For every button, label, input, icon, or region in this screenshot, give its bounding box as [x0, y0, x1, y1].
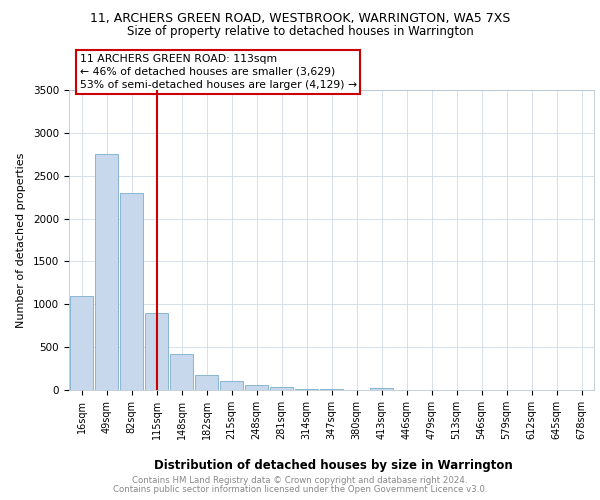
- Bar: [370, 388, 393, 390]
- Bar: [120, 193, 143, 390]
- Y-axis label: Number of detached properties: Number of detached properties: [16, 152, 26, 328]
- Bar: [195, 375, 218, 390]
- Bar: [270, 388, 293, 390]
- Text: Contains public sector information licensed under the Open Government Licence v3: Contains public sector information licen…: [113, 485, 487, 494]
- Bar: [70, 296, 93, 390]
- Bar: [95, 154, 118, 390]
- Text: Size of property relative to detached houses in Warrington: Size of property relative to detached ho…: [127, 25, 473, 38]
- Text: Distribution of detached houses by size in Warrington: Distribution of detached houses by size …: [154, 460, 512, 472]
- Text: Contains HM Land Registry data © Crown copyright and database right 2024.: Contains HM Land Registry data © Crown c…: [132, 476, 468, 485]
- Bar: [145, 313, 168, 390]
- Text: 11 ARCHERS GREEN ROAD: 113sqm
← 46% of detached houses are smaller (3,629)
53% o: 11 ARCHERS GREEN ROAD: 113sqm ← 46% of d…: [79, 54, 356, 90]
- Bar: [245, 386, 268, 390]
- Bar: [170, 354, 193, 390]
- Bar: [220, 382, 243, 390]
- Text: 11, ARCHERS GREEN ROAD, WESTBROOK, WARRINGTON, WA5 7XS: 11, ARCHERS GREEN ROAD, WESTBROOK, WARRI…: [90, 12, 510, 25]
- Bar: [295, 388, 318, 390]
